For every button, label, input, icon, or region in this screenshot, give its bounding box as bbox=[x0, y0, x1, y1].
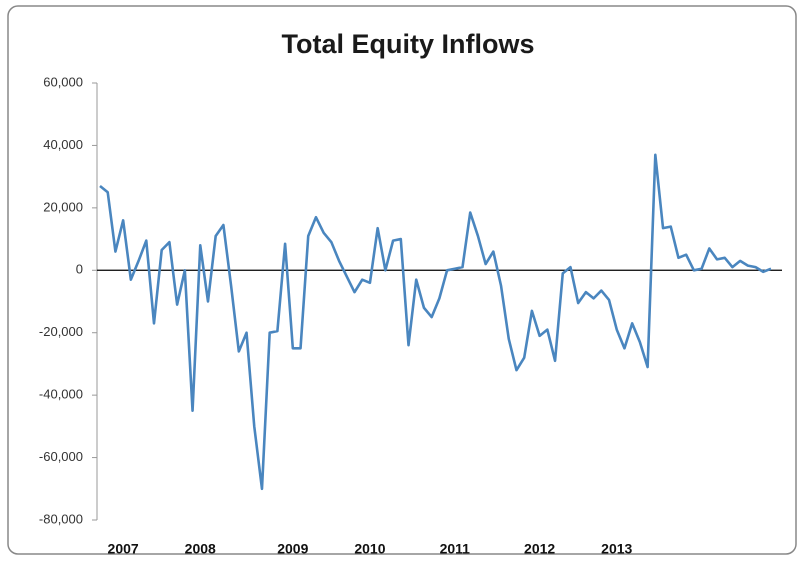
y-tick-label: 60,000 bbox=[43, 74, 83, 89]
y-tick-label: -80,000 bbox=[39, 511, 83, 526]
y-tick-label: -40,000 bbox=[39, 387, 83, 402]
chart-frame bbox=[7, 5, 797, 555]
x-tick-label: 2009 bbox=[277, 541, 308, 557]
x-tick-label: 2007 bbox=[108, 541, 139, 557]
y-tick-label: -20,000 bbox=[39, 324, 83, 339]
y-tick-label: 40,000 bbox=[43, 137, 83, 152]
y-tick-label: -60,000 bbox=[39, 449, 83, 464]
x-tick-label: 2013 bbox=[601, 541, 632, 557]
y-tick-label: 0 bbox=[76, 262, 83, 277]
chart-title: Total Equity Inflows bbox=[282, 29, 535, 59]
data-line bbox=[99, 153, 772, 491]
x-tick-label: 2012 bbox=[524, 541, 555, 557]
y-tick-label: 20,000 bbox=[43, 199, 83, 214]
x-tick-label: 2008 bbox=[185, 541, 216, 557]
x-tick-label: 2011 bbox=[440, 541, 471, 557]
x-tick-label: 2010 bbox=[354, 541, 385, 557]
